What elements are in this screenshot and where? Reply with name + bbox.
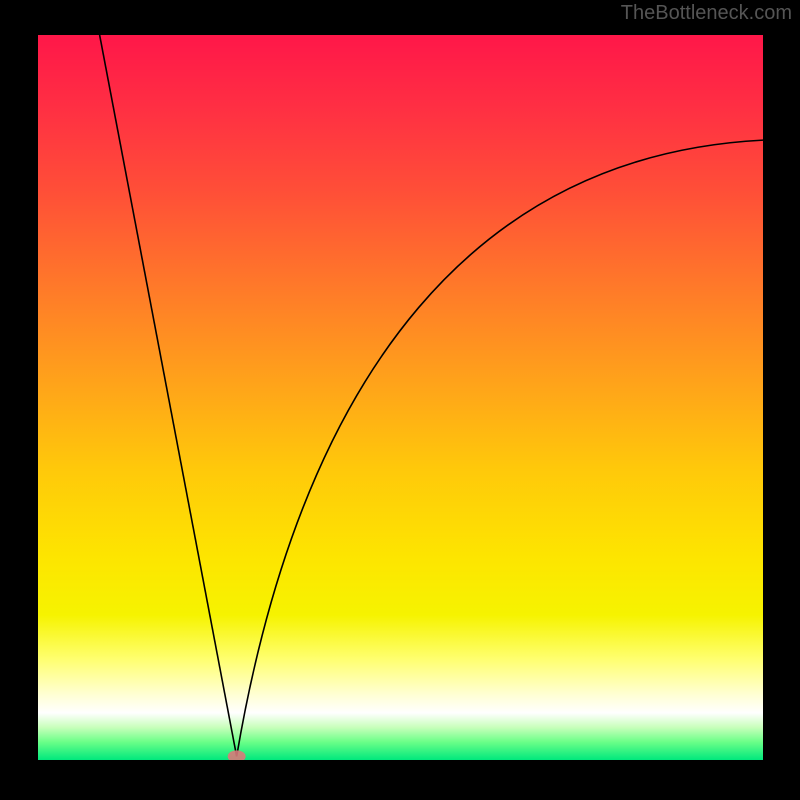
bottleneck-curve — [38, 35, 763, 760]
curve-right — [237, 140, 763, 756]
curve-left — [100, 35, 237, 756]
watermark-text: TheBottleneck.com — [621, 2, 792, 25]
plot-area — [38, 35, 763, 760]
optimum-marker — [228, 750, 246, 760]
chart-container: TheBottleneck.com — [0, 0, 800, 800]
